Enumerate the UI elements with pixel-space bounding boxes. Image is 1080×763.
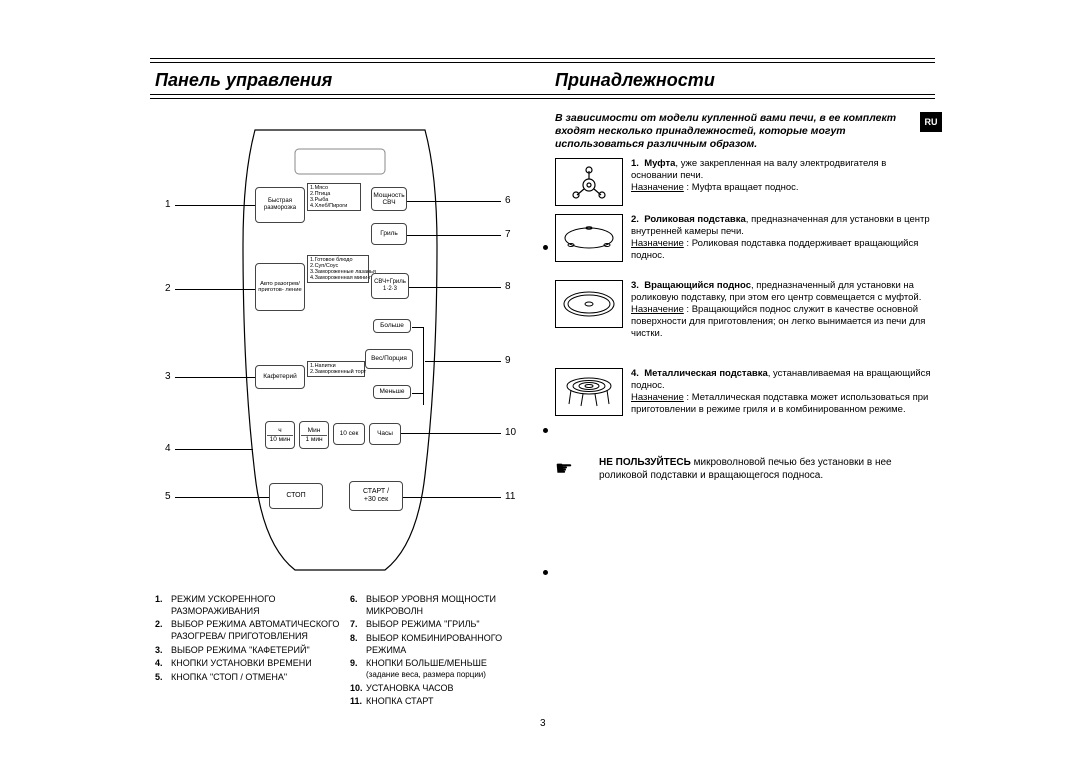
control-panel-diagram: 1 2 3 4 5 6 7 8 9 10 11 Быстрая размороз… <box>165 125 515 575</box>
leader-line <box>409 287 501 288</box>
btn-more: Больше <box>373 319 411 333</box>
legend: 1.РЕЖИМ УСКОРЕННОГО РАЗМОРАЖИВАНИЯ 2.ВЫБ… <box>155 594 535 710</box>
list-defrost: 1.Мясо 2.Птица 3.Рыба 4.Хлеб/Пироги <box>307 183 361 211</box>
right-column: Принадлежности <box>555 68 935 91</box>
leader-line <box>401 497 501 498</box>
callout-3: 3 <box>165 371 171 382</box>
btn-h-10min: ч 10 мин <box>265 421 295 449</box>
leader-line <box>423 327 424 361</box>
list-auto: 1.Готовое блюдо 2.Суп/Соус 3.Замороженны… <box>307 255 369 283</box>
accessory-text: 4. Металлическая подставка, устанавливае… <box>631 368 931 416</box>
separator-dot <box>543 570 548 575</box>
btn-combi: СВЧ+Гриль 1·2·3 <box>371 273 409 299</box>
rule-top-inner <box>150 62 935 63</box>
page-number: 3 <box>540 718 546 729</box>
btn-auto-reheat: Авто разогрев/ приготов- ление <box>255 263 305 311</box>
leader-line <box>423 361 424 405</box>
btn-10sec: 10 сек <box>333 423 365 445</box>
callout-6: 6 <box>505 195 511 206</box>
callout-9: 9 <box>505 355 511 366</box>
heading-right: Принадлежности <box>555 70 935 91</box>
btn-start: СТАРТ / +30 сек <box>349 481 403 511</box>
turntable-icon <box>555 280 623 328</box>
callout-11: 11 <box>505 491 515 502</box>
accessory-text: 2. Роликовая подставка, предназначенная … <box>631 214 931 262</box>
roller-ring-icon <box>555 214 623 262</box>
leader-line <box>175 289 255 290</box>
btn-clock: Часы <box>369 423 401 445</box>
separator-dot <box>543 245 548 250</box>
btn-stop: СТОП <box>269 483 323 509</box>
btn-cafeteria: Кафетерий <box>255 365 305 389</box>
btn-min-1min: Мин 1 мин <box>299 421 329 449</box>
leader-line <box>401 433 501 434</box>
rule-mid-inner <box>150 98 935 99</box>
btn-grill: Гриль <box>371 223 407 245</box>
accessory-text: 3. Вращающийся поднос, предназначенный д… <box>631 280 931 339</box>
leader-line <box>405 201 501 202</box>
leader-line <box>175 377 255 378</box>
metal-rack-icon <box>555 368 623 416</box>
callout-5: 5 <box>165 491 171 502</box>
btn-quick-defrost: Быстрая разморозка <box>255 187 305 223</box>
callout-7: 7 <box>505 229 511 240</box>
callout-4: 4 <box>165 443 171 454</box>
legend-col-2: 6.ВЫБОР УРОВНЯ МОЩНОСТИ МИКРОВОЛН 7.ВЫБО… <box>350 594 535 710</box>
callout-10: 10 <box>505 427 516 438</box>
language-badge: RU <box>920 112 942 132</box>
coupler-icon <box>555 158 623 206</box>
callout-8: 8 <box>505 281 511 292</box>
separator-dot <box>543 428 548 433</box>
warning-text: НЕ ПОЛЬЗУЙТЕСЬ микроволновой печью без у… <box>599 456 935 482</box>
btn-power: Мощность СВЧ <box>371 187 407 211</box>
leader-line <box>412 393 424 394</box>
rule-mid-outer <box>150 94 935 95</box>
leader-line <box>175 449 253 450</box>
leader-line <box>175 497 269 498</box>
leader-line <box>425 361 501 362</box>
btn-less: Меньше <box>373 385 411 399</box>
accessory-text: 1. Муфта, уже закрепленная на валу элект… <box>631 158 931 194</box>
list-cafeteria: 1.Напитки 2.Замороженный торт <box>307 361 365 377</box>
leader-line <box>405 235 501 236</box>
callout-2: 2 <box>165 283 171 294</box>
warning-note: ☛ НЕ ПОЛЬЗУЙТЕСЬ микроволновой печью без… <box>555 456 935 482</box>
callout-1: 1 <box>165 199 171 210</box>
legend-col-1: 1.РЕЖИМ УСКОРЕННОГО РАЗМОРАЖИВАНИЯ 2.ВЫБ… <box>155 594 340 710</box>
btn-weight: Вес/Порция <box>365 349 413 369</box>
left-column: Панель управления <box>155 68 535 91</box>
rule-top-outer <box>150 58 935 59</box>
pointing-hand-icon: ☛ <box>555 456 573 482</box>
heading-left: Панель управления <box>155 70 535 91</box>
accessories-intro: В зависимости от модели купленной вами п… <box>555 112 915 151</box>
leader-line <box>175 205 255 206</box>
